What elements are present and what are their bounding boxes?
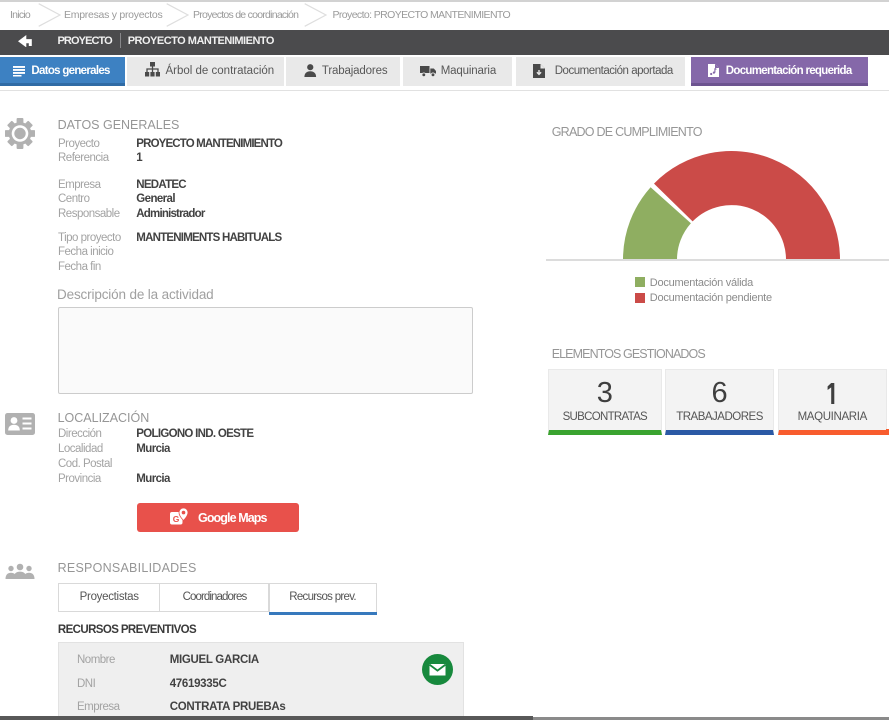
svg-text:G: G bbox=[173, 514, 180, 524]
